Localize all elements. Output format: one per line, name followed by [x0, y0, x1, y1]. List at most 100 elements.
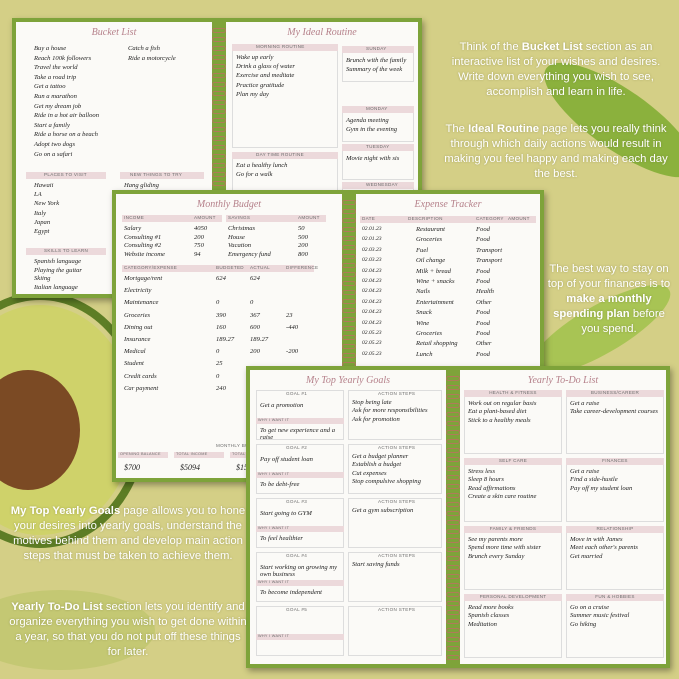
handwritten-entry: Adopt two dogs — [34, 141, 76, 148]
table-cell: 02.04.23 — [362, 288, 382, 295]
table-cell: Food — [476, 278, 490, 285]
header-band — [256, 526, 344, 532]
handwritten-entry: Brunch every Sunday — [468, 552, 525, 560]
goal-text: Start going to GYM — [260, 510, 312, 517]
goal-text: Start working on growing my own business — [260, 564, 338, 578]
spiral-ring — [342, 227, 356, 232]
table-cell: 390 — [216, 311, 226, 319]
goal-text: Get a promotion — [260, 402, 304, 409]
section-box — [348, 444, 442, 494]
table-cell: 02.01.23 — [362, 236, 382, 243]
header-band — [256, 580, 344, 586]
table-cell: Electricity — [124, 287, 152, 295]
yearly-goals-page: My Top Yearly Goals GOAL #1 ACTION STEPS WH… — [250, 370, 446, 664]
spiral-ring — [446, 475, 460, 480]
table-cell: 240 — [216, 384, 226, 392]
spiral-ring — [342, 281, 356, 286]
header-band — [122, 265, 314, 272]
section-header: DAY TIME ROUTINE — [256, 152, 304, 157]
section-header: HEALTH & FITNESS — [489, 390, 537, 395]
header-band — [26, 248, 106, 255]
spiral-ring — [446, 610, 460, 615]
table-cell: 200 — [250, 348, 260, 356]
table-cell: Credit cards — [124, 372, 157, 380]
spiral-ring — [446, 655, 460, 660]
spiral-ring — [212, 100, 226, 105]
spiral-ring — [446, 430, 460, 435]
handwritten-entry: Japan — [34, 218, 51, 226]
spiral-ring — [212, 73, 226, 78]
spiral-ring — [212, 46, 226, 51]
action-step: Get a budget planner — [352, 453, 409, 460]
table-cell: Maintenance — [124, 299, 159, 307]
table-cell: 800 — [298, 250, 308, 258]
spiral-ring — [446, 412, 460, 417]
spiral-ring — [342, 263, 356, 268]
leaf — [529, 284, 671, 376]
table-cell: Food — [476, 267, 490, 275]
table-cell: Food — [476, 236, 490, 244]
spiral-ring — [342, 326, 356, 331]
spiral-ring — [342, 236, 356, 241]
spiral-ring — [446, 601, 460, 606]
handwritten-entry: Skiing — [34, 275, 51, 283]
section-header: SKILLS TO LEARN — [44, 248, 89, 253]
yearly-todo-page: Yearly To-Do List HEALTH & FITNESS Work ou… — [460, 370, 666, 664]
spiral-ring — [212, 91, 226, 96]
spiral-ring — [212, 145, 226, 150]
handwritten-entry: Go hiking — [570, 620, 597, 628]
header-band — [232, 152, 338, 159]
spiral-ring — [212, 163, 226, 168]
spiral-ring — [446, 439, 460, 444]
action-step: Ask for more responsibilities — [352, 407, 428, 415]
table-cell: Retail shopping — [416, 340, 458, 348]
section-header: TUESDAY — [366, 144, 390, 149]
section-header: FUN & HOBBIES — [595, 594, 635, 599]
description-text: The best way to stay on top of your fina… — [547, 263, 671, 290]
handwritten-entry: Ride a motorcycle — [128, 54, 176, 62]
handwritten-entry: Meet each other's parents — [570, 544, 639, 552]
description: Yearly To-Do List section lets you ident… — [8, 600, 248, 660]
spiral-ring — [446, 565, 460, 570]
table-cell: Food — [476, 330, 490, 337]
header-band — [566, 390, 664, 397]
table-cell: 189.27 — [216, 336, 235, 343]
handwritten-entry: Pay off my student loan — [570, 484, 633, 492]
section-header: FAMILY & FRIENDS — [489, 526, 537, 531]
description-highlight: make a monthly spending plan — [553, 293, 652, 320]
table-cell: 4050 — [194, 225, 208, 232]
summary-label: TOTAL INCOME — [176, 452, 208, 456]
handwritten-entry: Go for a walk — [236, 171, 273, 179]
steps-label: ACTION STEPS — [378, 553, 416, 558]
why-label: WHY I WANT IT — [258, 634, 290, 638]
spiral-ring — [212, 154, 226, 159]
table-cell: 0 — [216, 299, 220, 307]
spiral-ring — [446, 376, 460, 381]
handwritten-entry: Take a road trip — [34, 73, 77, 81]
table-cell: 0 — [216, 372, 220, 380]
handwritten-entry: Plan my day — [236, 90, 269, 98]
spiral-ring — [342, 200, 356, 205]
action-step: Stop being late — [352, 399, 392, 406]
handwritten-entry: Eat a healthy lunch — [236, 162, 288, 169]
handwritten-entry: Exercise and meditate — [236, 72, 295, 80]
spiral-ring — [446, 502, 460, 507]
spiral-ring — [446, 538, 460, 543]
table-cell: 94 — [194, 250, 201, 258]
spiral-ring — [446, 628, 460, 633]
header-band — [256, 418, 344, 424]
steps-label: ACTION STEPS — [378, 445, 416, 450]
section-box — [256, 606, 344, 656]
header-band — [256, 472, 344, 478]
description-highlight: Bucket List — [521, 41, 583, 53]
handwritten-entry: Go on a safari — [34, 150, 73, 158]
section-header: NEW THINGS TO TRY — [130, 172, 183, 177]
table-cell: Snack — [416, 309, 432, 317]
table-header: DIFFERENCE — [286, 265, 319, 270]
why-label: WHY I WANT IT — [258, 472, 290, 476]
header-band — [342, 106, 414, 113]
handwritten-entry: Ride in a hot air balloon — [34, 112, 100, 120]
table-cell: 624 — [250, 275, 260, 282]
table-cell: 189.27 — [250, 336, 269, 343]
